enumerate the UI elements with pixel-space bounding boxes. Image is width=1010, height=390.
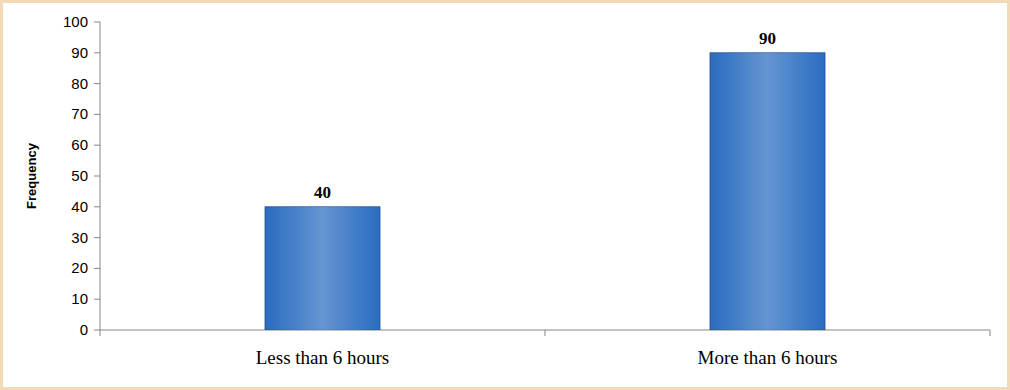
y-tick-label: 90	[71, 44, 88, 61]
y-tick	[94, 176, 100, 177]
bar	[710, 53, 825, 330]
y-tick-label: 30	[71, 229, 88, 246]
y-tick	[94, 237, 100, 238]
y-axis-label: Frequency	[24, 142, 39, 209]
plot-area	[265, 53, 825, 330]
x-category-separator	[100, 330, 101, 336]
y-tick	[94, 52, 100, 53]
labels: 40 Less than 6 hours 90 More than 6 hours	[256, 29, 838, 368]
bar	[265, 207, 380, 330]
data-label: 40	[314, 183, 331, 202]
y-tick	[94, 114, 100, 115]
y-tick-label: 10	[71, 290, 88, 307]
y-tick	[94, 145, 100, 146]
x-tick-label: Less than 6 hours	[256, 347, 390, 368]
y-tick	[94, 330, 100, 331]
x-tick-label: More than 6 hours	[698, 347, 838, 368]
y-tick-label: 40	[71, 198, 88, 215]
y-tick	[94, 206, 100, 207]
y-tick-label: 80	[71, 75, 88, 92]
bar-highlight	[265, 207, 380, 330]
bar-highlight	[710, 53, 825, 330]
chart-frame	[2, 2, 1009, 389]
chart-container: 0 10 20 30 40 50 60 70 80 90 100 Frequency 40 Less th…	[0, 0, 1010, 390]
y-tick-label: 70	[71, 105, 88, 122]
y-tick-label: 100	[63, 13, 88, 30]
data-label: 90	[759, 29, 776, 48]
x-category-separator	[545, 330, 546, 336]
y-tick-label: 60	[71, 136, 88, 153]
y-tick	[94, 268, 100, 269]
y-tick-label: 0	[80, 321, 88, 338]
y-tick-label: 20	[71, 259, 88, 276]
y-tick	[94, 83, 100, 84]
chart-svg: 0 10 20 30 40 50 60 70 80 90 100 Frequency 40 Less th…	[0, 0, 1010, 390]
y-tick-label: 50	[71, 167, 88, 184]
y-tick	[94, 299, 100, 300]
x-category-separator	[990, 330, 991, 336]
y-tick	[94, 22, 100, 23]
